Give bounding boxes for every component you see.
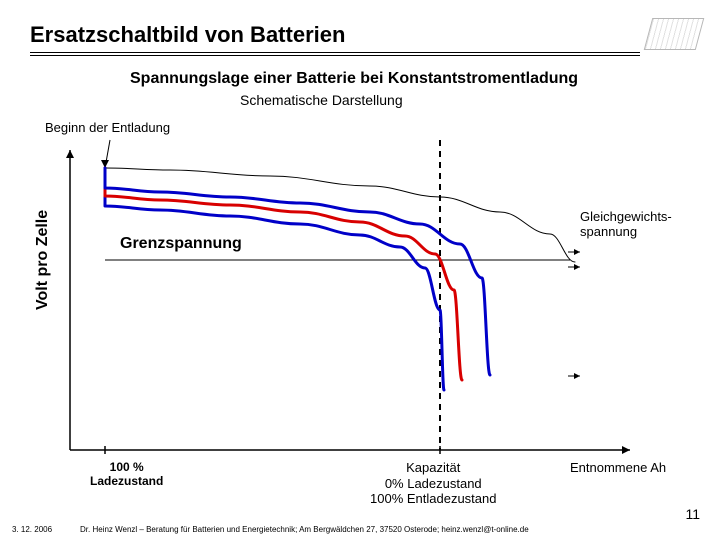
- page-title: Ersatzschaltbild von Batterien: [30, 22, 345, 48]
- label-100-ladezustand-1: 100 %: [110, 460, 144, 474]
- label-entnommene-ah: Entnommene Ah: [570, 460, 666, 475]
- corner-logo: [644, 18, 705, 50]
- label-100-ladezustand-2: Ladezustand: [90, 474, 163, 488]
- discharge-chart: [70, 150, 630, 450]
- footer-date: 3. 12. 2006: [12, 525, 52, 534]
- label-beginn: Beginn der Entladung: [45, 120, 170, 135]
- label-kapazitaet: Kapazität 0% Ladezustand 100% Entladezus…: [370, 460, 496, 507]
- footer-text: Dr. Heinz Wenzl – Beratung für Batterien…: [80, 525, 529, 534]
- subtitle-1: Spannungslage einer Batterie bei Konstan…: [130, 70, 578, 88]
- y-axis-label: Volt pro Zelle: [34, 210, 52, 310]
- title-underline: [30, 52, 640, 56]
- label-kapazitaet-1: Kapazität: [406, 460, 460, 475]
- page-number: 11: [685, 506, 700, 522]
- subtitle-2: Schematische Darstellung: [240, 92, 403, 108]
- label-kapazitaet-3: 100% Entladezustand: [370, 491, 496, 506]
- label-kapazitaet-2: 0% Ladezustand: [385, 476, 482, 491]
- label-100-ladezustand: 100 % Ladezustand: [90, 460, 163, 489]
